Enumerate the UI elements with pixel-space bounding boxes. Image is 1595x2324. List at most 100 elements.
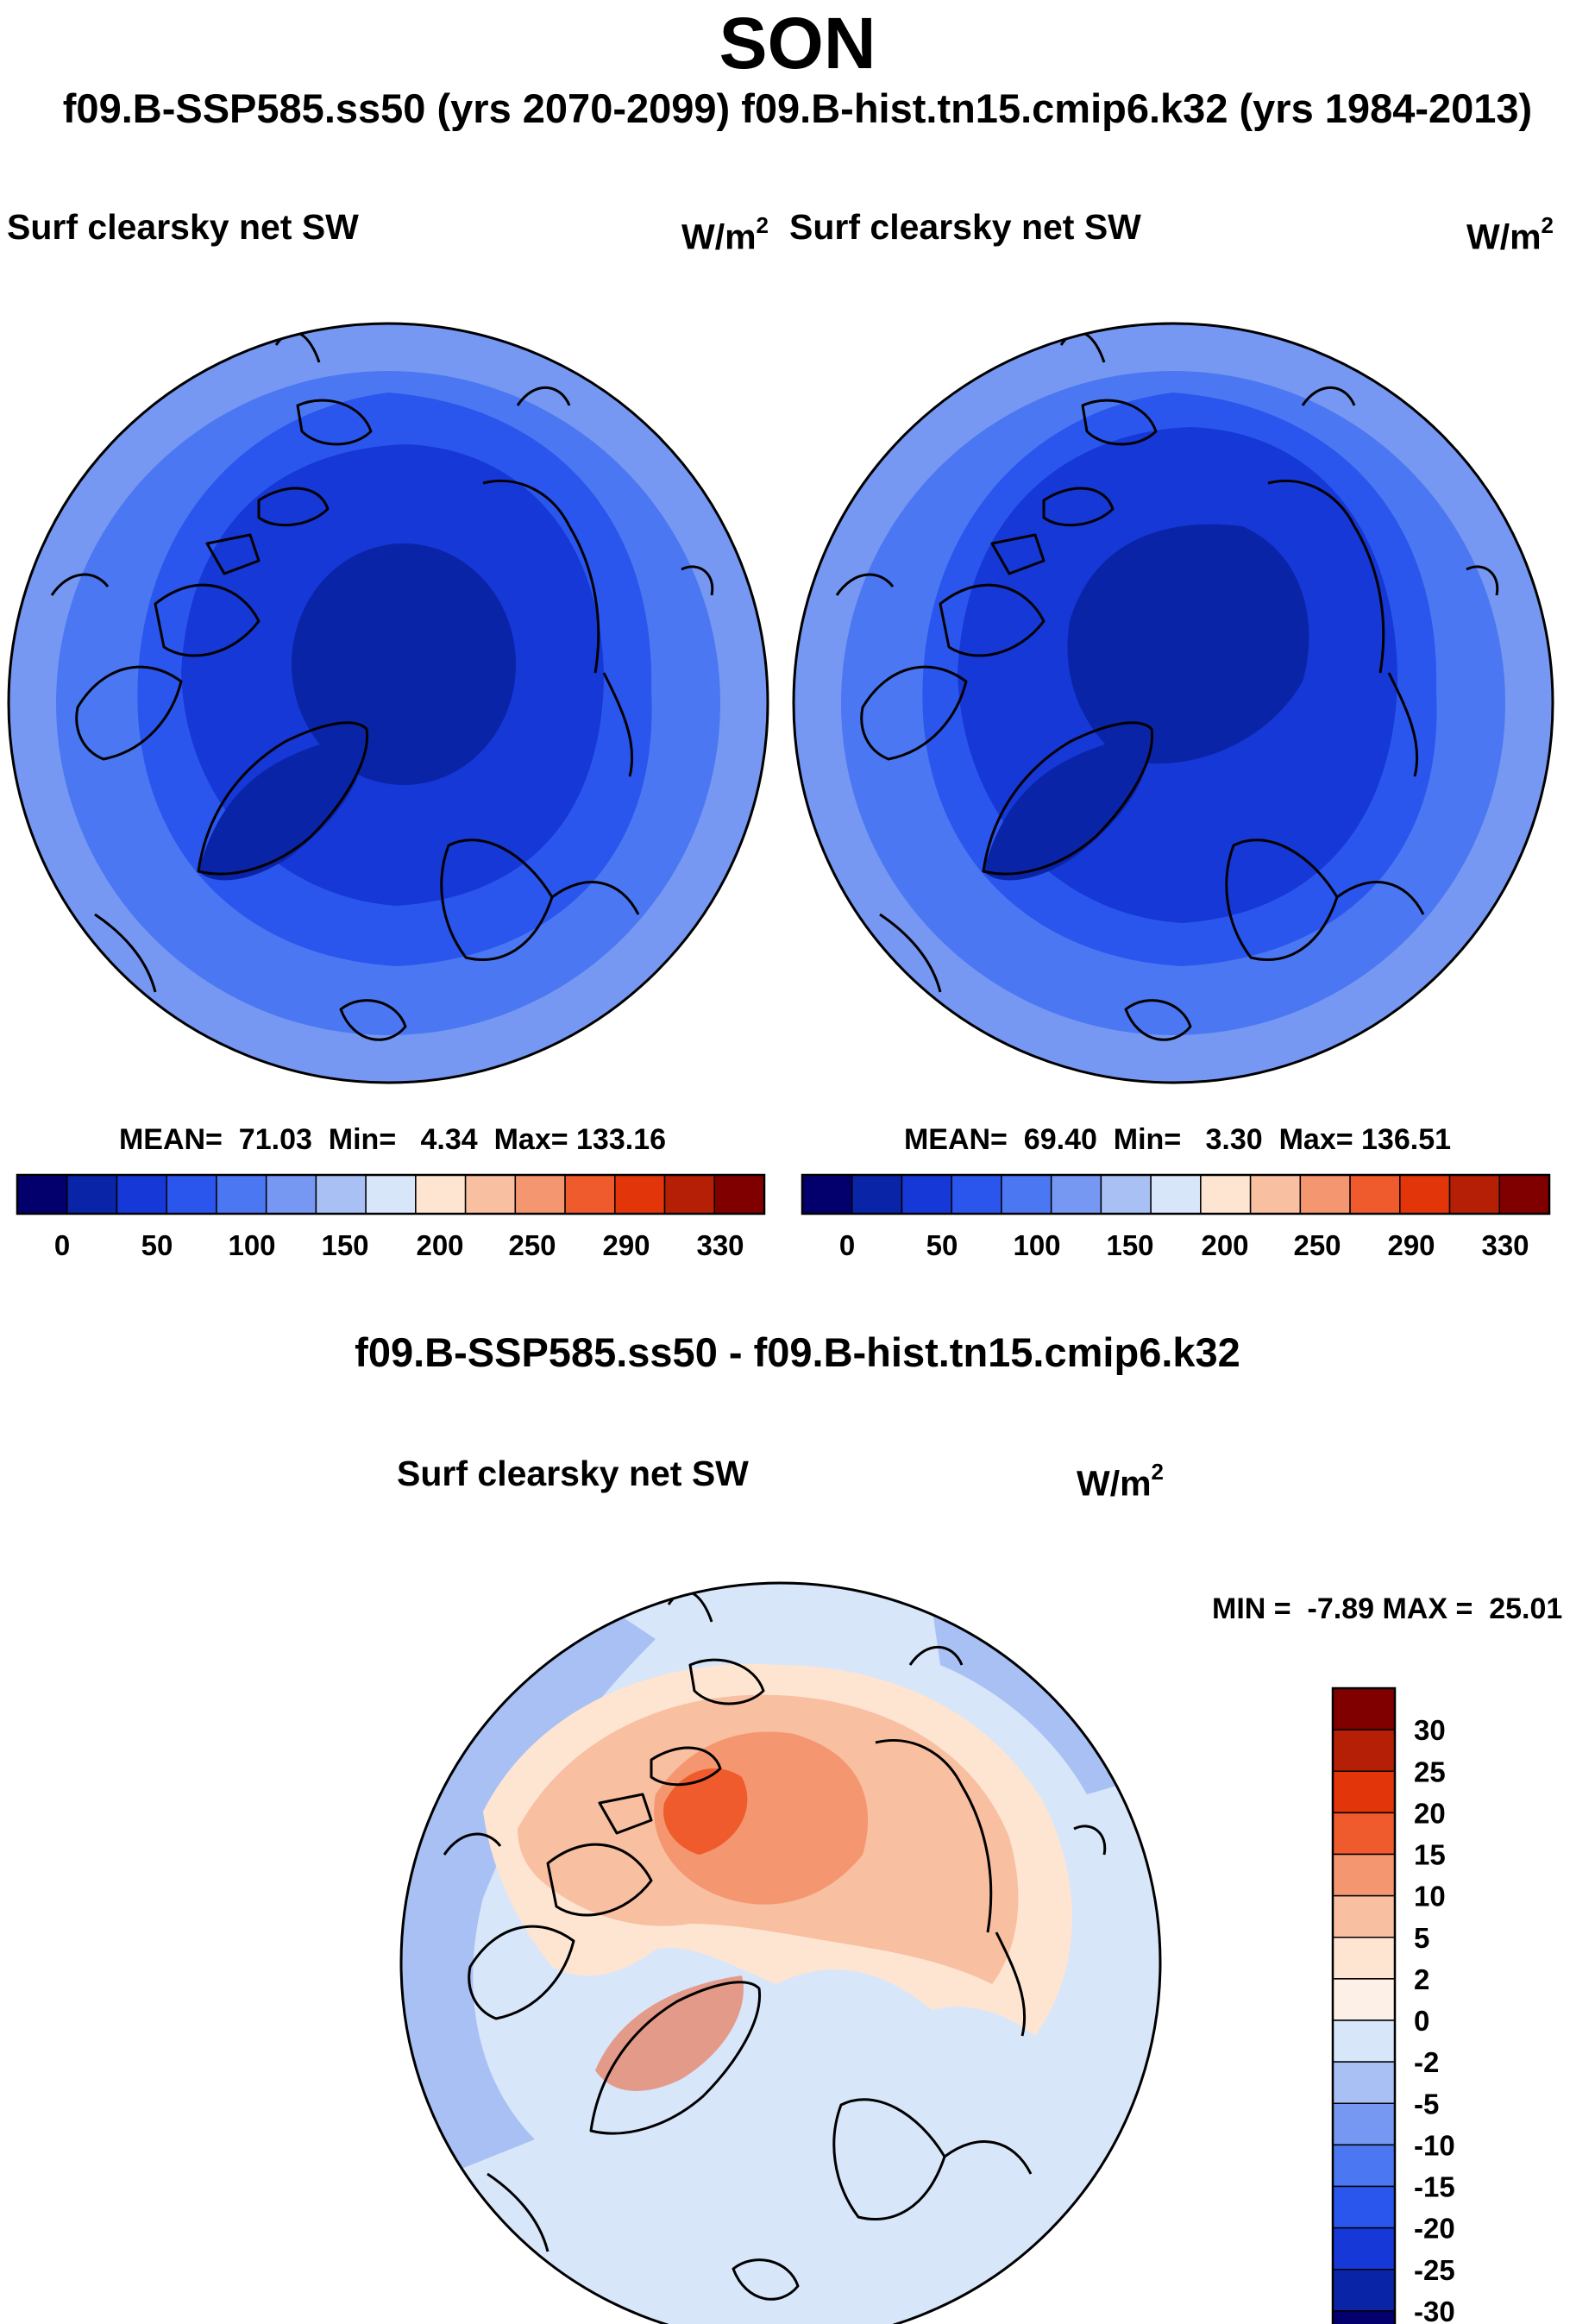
colorbar-tick-label: 200: [1201, 1229, 1248, 1261]
colorbar-cell: [1332, 2185, 1396, 2229]
colorbar-cell: [1498, 1174, 1550, 1215]
difference-title: f09.B-SSP585.ss50 - f09.B-hist.tn15.cmip…: [355, 1329, 1240, 1375]
coastlines-1: [50, 330, 714, 1041]
panel2-units: W/m2: [1466, 212, 1554, 257]
colorbar-tick-label: 150: [1106, 1229, 1153, 1261]
colorbar-cell: [1332, 1687, 1396, 1730]
colorbar-tick-label: 100: [1013, 1229, 1060, 1261]
colorbar-cell: [1399, 1174, 1451, 1215]
colorbar-cell: [365, 1174, 417, 1215]
colorbar-tick-label: -30: [1414, 2296, 1455, 2324]
colorbar-cell: [1200, 1174, 1252, 1215]
colorbar-cell: [315, 1174, 367, 1215]
colorbar-tick-label: 0: [839, 1229, 855, 1261]
colorbar-tick-label: 20: [1414, 1797, 1446, 1829]
colorbar-tick-label: 250: [508, 1229, 556, 1261]
colorbar-cell: [1299, 1174, 1351, 1215]
colorbar-cell: [614, 1174, 666, 1215]
map-panel-1: [7, 322, 769, 1084]
colorbar-tick-label: 330: [696, 1229, 744, 1261]
map-panel-2: [792, 322, 1554, 1084]
colorbar-cell: [1332, 2061, 1396, 2104]
colorbar-panel-1: 0 50 100 150 200 250 290 330: [16, 1173, 766, 1261]
colorbar-tick-label: 30: [1414, 1714, 1446, 1746]
colorbar-cell: [1332, 1729, 1396, 1772]
colorbar-cell: [1332, 2310, 1396, 2324]
colorbar-tick-label: 50: [141, 1229, 173, 1261]
colorbar-cell: [801, 1174, 853, 1215]
band-0-25: [292, 543, 516, 785]
colorbar-cell: [1332, 1853, 1396, 1897]
colorbar-cell: [663, 1174, 716, 1215]
colorbar-cell: [1332, 1978, 1396, 2021]
colorbar-cell: [1332, 2019, 1396, 2063]
colorbar-cell: [166, 1174, 217, 1215]
coastlines-3: [443, 1590, 1107, 2301]
panel1-units: W/m2: [681, 212, 769, 257]
colorbar-cell: [1332, 2102, 1396, 2146]
colorbar-cell: [1332, 2269, 1396, 2312]
colorbar-cell: [1150, 1174, 1202, 1215]
panel2-label: Surf clearsky net SW: [789, 207, 1141, 247]
colorbar-tick-label: -2: [1414, 2046, 1439, 2078]
colorbar-cell: [851, 1174, 903, 1215]
colorbar-tick-label: 50: [926, 1229, 958, 1261]
diff-greenland: [595, 1975, 744, 2091]
colorbar-cell: [951, 1174, 1002, 1215]
panel1-label: Surf clearsky net SW: [7, 207, 359, 247]
colorbar-tick-label: 330: [1481, 1229, 1529, 1261]
colorbar-cell: [1448, 1174, 1501, 1215]
diff-15-20: [663, 1768, 748, 1855]
case-subtitle: f09.B-SSP585.ss50 (yrs 2070-2099) f09.B-…: [62, 85, 1533, 131]
colorbar-cell: [116, 1174, 167, 1215]
colorbar-panel-2: 0 50 100 150 200 250 290 330: [801, 1173, 1551, 1261]
colorbar-tick-label: 15: [1414, 1839, 1446, 1871]
colorbar-tick-label: -15: [1414, 2171, 1455, 2203]
colorbar-tick-label: -20: [1414, 2213, 1455, 2245]
panel1-stats: MEAN= 71.03 Min= 4.34 Max= 133.16: [118, 1123, 667, 1156]
colorbar-tick-label: 5: [1414, 1922, 1429, 1954]
colorbar-cell: [1332, 1770, 1396, 1814]
colorbar-tick-label: -10: [1414, 2129, 1455, 2161]
colorbar-cell: [1100, 1174, 1152, 1215]
colorbar-tick-label: 250: [1293, 1229, 1341, 1261]
colorbar-tick-label: 10: [1414, 1881, 1446, 1913]
colorbar-tick-label: 290: [602, 1229, 650, 1261]
colorbar-cell: [901, 1174, 952, 1215]
colorbar-cell: [1001, 1174, 1052, 1215]
colorbar-tick-label: 200: [416, 1229, 463, 1261]
colorbar-cell: [1332, 2227, 1396, 2271]
diff-minmax: MIN = -7.89 MAX = 25.01: [1212, 1592, 1563, 1625]
colorbar-tick-label: -25: [1414, 2254, 1455, 2286]
colorbar-tick-label: 25: [1414, 1756, 1446, 1787]
colorbar-tick-label: 290: [1387, 1229, 1435, 1261]
diff-label: Surf clearsky net SW: [397, 1454, 749, 1493]
panel2-stats: MEAN= 69.40 Min= 3.30 Max= 136.51: [903, 1123, 1452, 1156]
diff-units: W/m2: [1077, 1459, 1165, 1504]
colorbar-tick-label: 0: [54, 1229, 70, 1261]
colorbar-cell: [66, 1174, 118, 1215]
colorbar-tick-label: 150: [321, 1229, 368, 1261]
colorbar-cell: [1332, 1894, 1396, 1938]
colorbar-tick-label: 0: [1414, 2005, 1429, 2037]
colorbar-cell: [1349, 1174, 1401, 1215]
greenland-low: [198, 733, 364, 881]
colorbar-cell: [1332, 2144, 1396, 2188]
map-difference: [399, 1581, 1162, 2324]
colorbar-cell: [216, 1174, 267, 1215]
colorbar-cell: [464, 1174, 517, 1215]
colorbar-cell: [415, 1174, 467, 1215]
colorbar-cell: [265, 1174, 317, 1215]
colorbar-tick-label: 100: [228, 1229, 275, 1261]
greenland-low: [983, 733, 1149, 881]
colorbar-cell: [564, 1174, 616, 1215]
colorbar-cell: [713, 1174, 765, 1215]
season-title: SON: [719, 3, 876, 84]
colorbar-tick-label: -5: [1414, 2088, 1439, 2120]
colorbar-cell: [514, 1174, 566, 1215]
colorbar-cell: [1249, 1174, 1302, 1215]
colorbar-cell: [1332, 1812, 1396, 1856]
band-0-25: [1067, 524, 1309, 764]
colorbar-cell: [1332, 1937, 1396, 1980]
